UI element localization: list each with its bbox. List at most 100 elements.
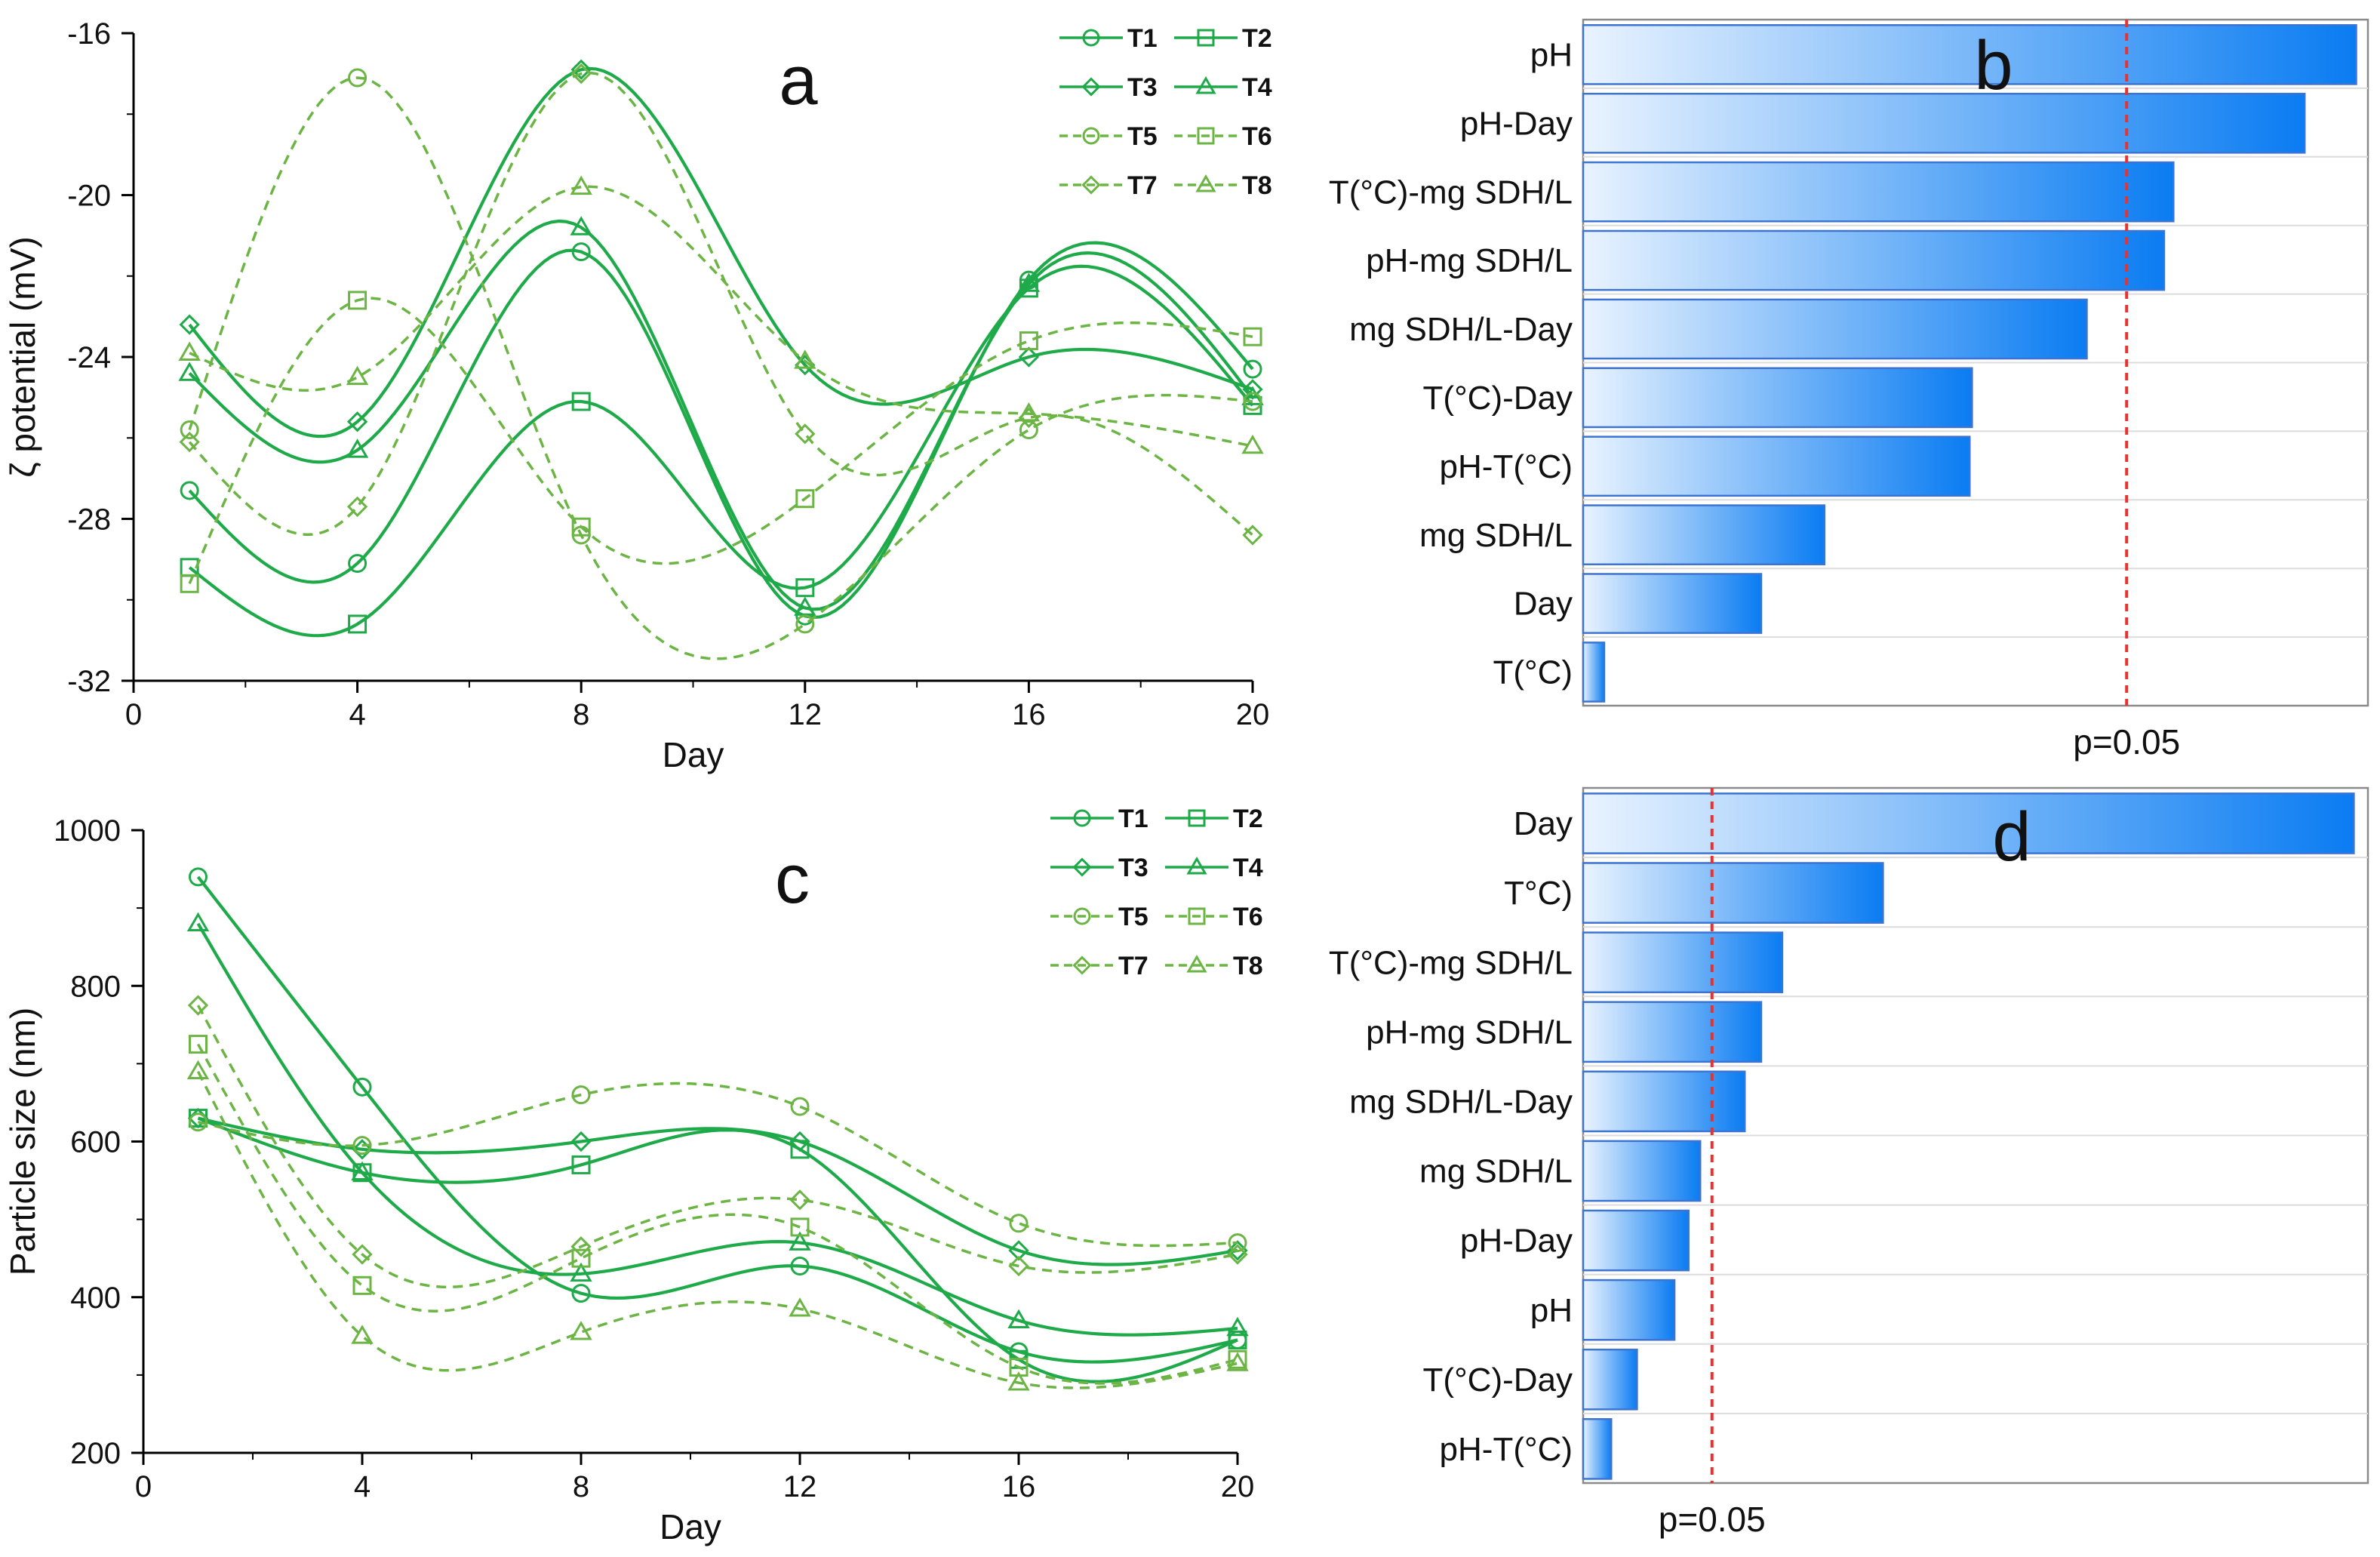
bar: [1582, 1070, 1746, 1133]
data-point-t4: [178, 362, 201, 381]
data-point-t8: [178, 341, 201, 361]
panel-a-zeta-chart: -32 -28 -24 -20 -16 0 4 8 12 16 20 Day ζ potential (…: [3, 17, 1272, 774]
data-point-t5: [180, 420, 199, 440]
data-point-t3: [570, 1131, 592, 1152]
series-line-t4: [196, 922, 1238, 1337]
x-axis-title: Day: [663, 735, 724, 774]
panel-c-particle-size-chart: 200 400 600 800 1000 0 4 8 12 16 20 Day Particle siz…: [3, 805, 1263, 1546]
bar: [1582, 642, 1606, 703]
bar-category-label: pH-Day: [1460, 105, 1573, 142]
data-point-t1: [348, 553, 367, 573]
data-point-t7: [789, 1189, 810, 1211]
y-tick-label: -16: [67, 17, 111, 51]
bar: [1582, 1418, 1613, 1480]
data-point-t3: [1008, 1240, 1029, 1261]
data-point-t8: [789, 1297, 811, 1317]
legend-marker-icon: [1073, 809, 1091, 827]
bar-category-label: pH: [1530, 36, 1573, 73]
legend-entry-t1: T1: [1127, 24, 1158, 53]
series-line-t6: [188, 297, 1253, 584]
data-point-t2: [1228, 1330, 1247, 1349]
data-point-t8: [186, 1060, 210, 1079]
data-point-t3: [346, 411, 368, 432]
bar: [1582, 792, 2355, 854]
y-tick-label: -32: [67, 665, 111, 698]
legend-marker-icon: [1197, 29, 1215, 47]
data-point-t4: [1007, 1309, 1030, 1328]
legend-entry-t7: T7: [1127, 171, 1158, 200]
bar: [1582, 504, 1826, 565]
bar-category-label: mg SDH/L-Day: [1349, 1083, 1573, 1120]
data-point-t1: [352, 1077, 372, 1097]
data-point-t4: [1017, 272, 1041, 292]
series-line-t1: [196, 875, 1238, 1364]
bar-category-label: Day: [1514, 805, 1573, 842]
x-tick-label: 8: [573, 1470, 589, 1503]
data-point-t4: [570, 1262, 592, 1282]
bar-category-label: pH-mg SDH/L: [1366, 1014, 1573, 1051]
data-point-t5: [795, 614, 815, 634]
data-point-t4: [794, 596, 816, 616]
data-point-t2: [795, 578, 815, 598]
data-point-t8: [794, 349, 816, 369]
data-point-t1: [1243, 359, 1262, 379]
legend-marker-icon: [1197, 127, 1215, 145]
data-point-t4: [1241, 386, 1264, 405]
legend-marker-icon: [1072, 955, 1092, 975]
bar: [1582, 298, 2088, 360]
bar: [1582, 1348, 1638, 1411]
data-point-t7: [1242, 525, 1263, 546]
y-tick-label: 800: [70, 970, 121, 1003]
data-point-t4: [346, 438, 369, 458]
bar: [1582, 161, 2175, 223]
legend-entry-t4: T4: [1233, 854, 1263, 882]
legend-entry-t8: T8: [1242, 171, 1272, 200]
bar-category-label: T(°C)-Day: [1423, 1362, 1573, 1399]
x-tick-label: 20: [1236, 698, 1270, 731]
bar: [1582, 931, 1784, 994]
y-tick-label: 400: [70, 1282, 121, 1315]
data-point-t6: [790, 1217, 810, 1237]
panel-label: c: [775, 841, 810, 918]
data-point-t5: [571, 1085, 591, 1105]
legend-marker-icon: [1081, 77, 1101, 97]
data-point-t4: [789, 1231, 811, 1251]
series-line-t8: [189, 185, 1253, 448]
data-point-t2: [571, 1155, 591, 1174]
x-tick-label: 4: [349, 698, 365, 731]
legend-marker-icon: [1081, 175, 1101, 195]
legend-entry-t1: T1: [1118, 805, 1148, 833]
data-point-t4: [351, 1161, 374, 1181]
bar: [1582, 1140, 1702, 1202]
data-point-t7: [346, 496, 368, 518]
legend-marker-icon: [1188, 809, 1206, 827]
legend-marker-icon: [1188, 907, 1206, 925]
series-line-t2: [197, 1116, 1238, 1383]
data-point-t8: [351, 1325, 374, 1344]
legend-marker-icon: [1082, 29, 1100, 47]
series-line-t5: [198, 1082, 1238, 1248]
threshold-label: p=0.05: [2073, 722, 2180, 762]
bar: [1582, 229, 2166, 291]
data-point-t6: [1019, 331, 1038, 351]
data-point-t8: [570, 175, 592, 195]
y-tick-label: -28: [67, 503, 111, 537]
series-line-t5: [188, 76, 1253, 660]
panel-label: d: [1992, 799, 2031, 875]
data-point-t7: [187, 995, 209, 1016]
legend-marker-icon: [1082, 127, 1100, 145]
bar-category-label: mg SDH/L-Day: [1349, 311, 1573, 348]
x-tick-label: 0: [135, 1470, 152, 1503]
y-tick-label: -24: [67, 341, 111, 374]
x-tick-label: 4: [354, 1470, 371, 1503]
legend-marker-icon: [1072, 857, 1092, 877]
bar-category-label: T(°C)-mg SDH/L: [1329, 174, 1573, 211]
legend-entry-t2: T2: [1242, 24, 1272, 53]
x-tick-label: 12: [783, 1470, 817, 1503]
bar-category-label: mg SDH/L: [1419, 517, 1573, 554]
data-point-t5: [1228, 1233, 1247, 1253]
y-tick-label: -20: [67, 180, 111, 213]
data-point-t7: [179, 431, 200, 453]
data-point-t1: [790, 1257, 810, 1275]
bar: [1582, 1209, 1690, 1272]
